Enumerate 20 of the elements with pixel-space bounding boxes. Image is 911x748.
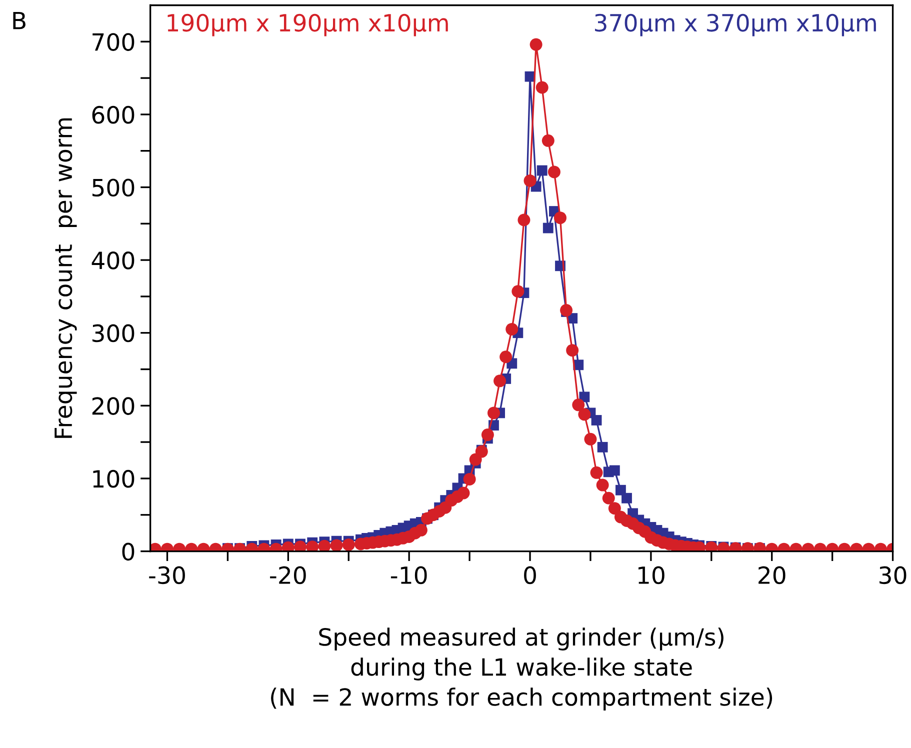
y-tick-label: 500 bbox=[92, 178, 134, 197]
x-tick-label: 30 bbox=[880, 566, 906, 584]
x-axis-title: Speed measured at grinder (µm/s) during the L1 wake-like state (N = 2 worms for each compartment size) bbox=[271, 628, 772, 711]
x-tick-label: 20 bbox=[758, 566, 786, 584]
x-tick-label: -20 bbox=[270, 566, 306, 584]
text: 370µm x 370µm x10µm bbox=[595, 14, 876, 36]
y-tick-label: 600 bbox=[92, 106, 134, 124]
y-tick-label: 0 bbox=[122, 542, 134, 561]
y-tick-label: 200 bbox=[92, 397, 134, 415]
y-axis-title: Frequency count per worm bbox=[54, 118, 77, 438]
y-tick-label: 400 bbox=[92, 252, 134, 270]
x-tick-label: -30 bbox=[149, 566, 185, 584]
x-tick-label: -10 bbox=[390, 566, 427, 584]
x-tick-label: 10 bbox=[638, 566, 664, 584]
y-tick-label: 700 bbox=[92, 33, 134, 51]
text: 190µm x 190µm x10µm bbox=[168, 14, 448, 36]
text: B bbox=[13, 12, 26, 30]
y-tick-label: 100 bbox=[93, 470, 134, 488]
x-tick-label: 0 bbox=[524, 566, 536, 584]
y-tick-label: 300 bbox=[92, 324, 134, 342]
